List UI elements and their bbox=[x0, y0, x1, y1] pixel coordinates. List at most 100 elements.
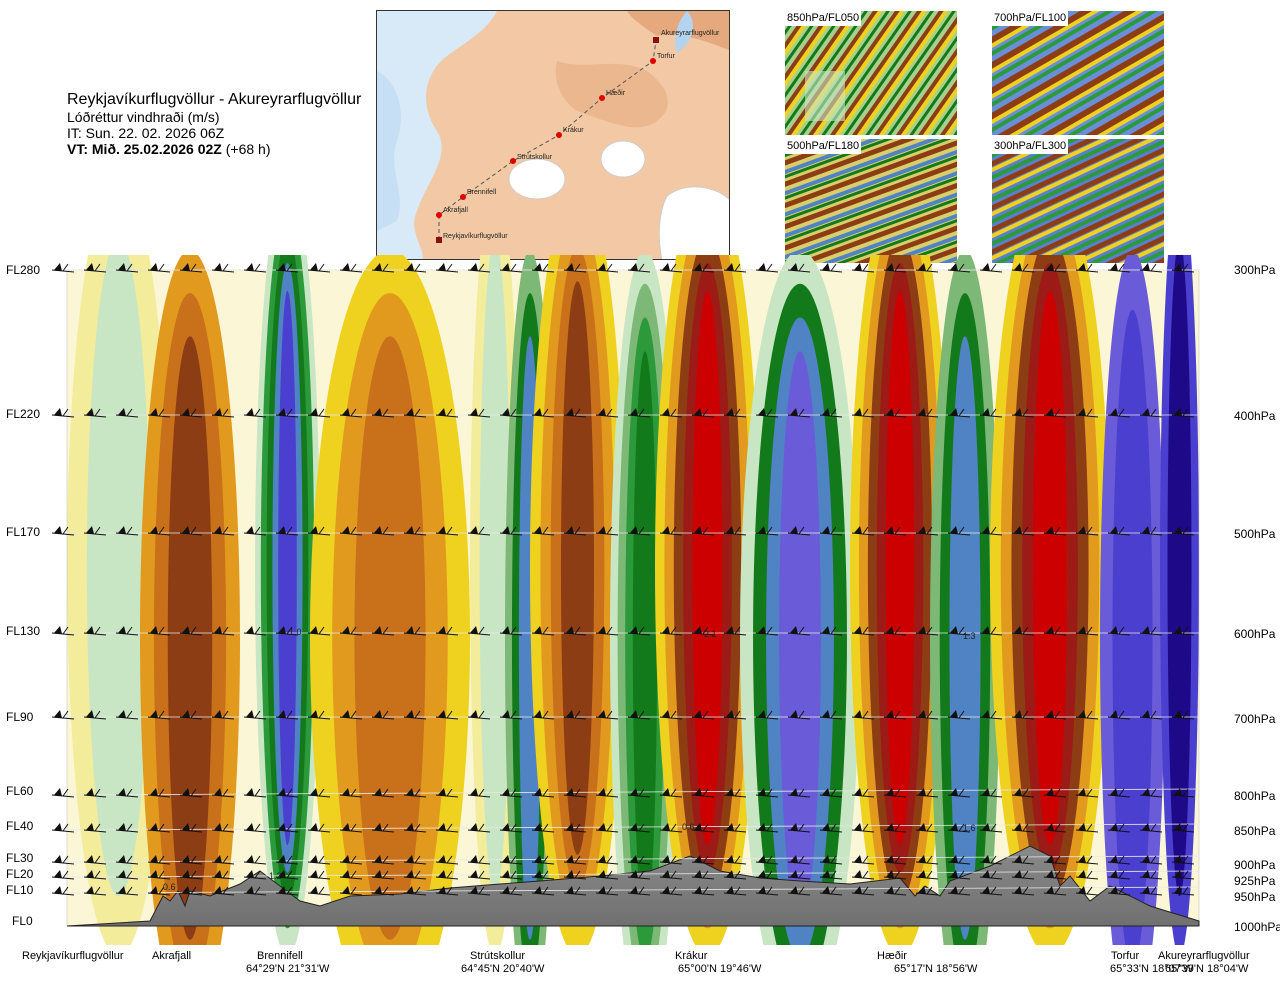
pressure-label: 300hPa bbox=[1234, 263, 1276, 277]
value-label: 2.1 bbox=[704, 629, 717, 639]
wind-barb bbox=[147, 526, 171, 536]
terrain-shape bbox=[66, 845, 1200, 927]
map-points bbox=[436, 37, 659, 243]
wind-barb bbox=[243, 263, 267, 273]
wind-barb bbox=[723, 526, 747, 536]
value-label: 1.3 bbox=[963, 631, 976, 641]
wind-barb bbox=[339, 870, 363, 880]
map-point-marker bbox=[650, 58, 656, 64]
wind-barb bbox=[1011, 855, 1035, 865]
wind-barb bbox=[51, 855, 75, 865]
wind-barb bbox=[1075, 823, 1099, 833]
wind-barb bbox=[1011, 626, 1035, 636]
pressure-label: 600hPa bbox=[1234, 627, 1276, 641]
wind-barb bbox=[83, 788, 107, 798]
value-label: 1.6 bbox=[963, 823, 976, 833]
wind-barb bbox=[83, 855, 107, 865]
wind-barb bbox=[531, 408, 555, 418]
wind-barb bbox=[307, 788, 331, 798]
wind-barb bbox=[147, 788, 171, 798]
station-label: Brennifell bbox=[257, 950, 303, 962]
wind-barb bbox=[435, 710, 459, 720]
station-label: Hæðir bbox=[877, 950, 907, 962]
wind-barb bbox=[531, 823, 555, 833]
wind-barb bbox=[83, 886, 107, 896]
wind-barb bbox=[51, 870, 75, 880]
wind-barb bbox=[691, 788, 715, 798]
wind-barb bbox=[339, 263, 363, 273]
wind-barb bbox=[467, 408, 491, 418]
station-label: Akureyrarflugvöllur bbox=[1158, 950, 1250, 962]
wind-barb bbox=[1139, 263, 1163, 273]
thumbnail-500hpa[interactable]: 500hPa/FL180 bbox=[785, 139, 957, 263]
wind-barb bbox=[851, 870, 875, 880]
wind-barb bbox=[339, 710, 363, 720]
wind-barb bbox=[1107, 263, 1131, 273]
wind-barb bbox=[499, 870, 523, 880]
wind-barb bbox=[435, 886, 459, 896]
fl-label: FL30 bbox=[6, 851, 34, 865]
wind-barb bbox=[51, 626, 75, 636]
wind-barb bbox=[371, 788, 395, 798]
wind-barb bbox=[819, 886, 843, 896]
wind-barb bbox=[979, 526, 1003, 536]
wind-barb bbox=[1075, 408, 1099, 418]
wind-barb bbox=[179, 626, 203, 636]
wind-barb bbox=[819, 870, 843, 880]
thumbnail-300hpa[interactable]: 300hPa/FL300 bbox=[992, 139, 1164, 263]
wind-barb bbox=[1011, 870, 1035, 880]
wind-barb bbox=[179, 788, 203, 798]
wind-barb bbox=[883, 626, 907, 636]
pressure-label: 800hPa bbox=[1234, 789, 1276, 803]
wind-barb bbox=[1107, 526, 1131, 536]
wind-barb bbox=[1171, 788, 1195, 798]
wind-barb bbox=[1011, 823, 1035, 833]
wind-barb bbox=[979, 626, 1003, 636]
wind-barb bbox=[1107, 823, 1131, 833]
fl-label: FL20 bbox=[6, 867, 34, 881]
station-coord: 65°33'N 18°07'W bbox=[1110, 963, 1194, 975]
thumbnail-700hpa[interactable]: 700hPa/FL100 bbox=[992, 11, 1164, 135]
station-coord: 64°45'N 20°40'W bbox=[461, 963, 545, 975]
wind-barb bbox=[1107, 788, 1131, 798]
wind-barb bbox=[947, 870, 971, 880]
wind-barb bbox=[499, 823, 523, 833]
wind-barb bbox=[275, 408, 299, 418]
wind-barb bbox=[627, 526, 651, 536]
wind-barb bbox=[691, 823, 715, 833]
wind-barb bbox=[115, 788, 139, 798]
pressure-label: 400hPa bbox=[1234, 409, 1276, 423]
wind-barb bbox=[243, 870, 267, 880]
station-coord: 65°39'N 18°04'W bbox=[1165, 963, 1249, 975]
wind-barb bbox=[435, 870, 459, 880]
wind-barb bbox=[1043, 626, 1067, 636]
wind-barb bbox=[147, 823, 171, 833]
wind-barb bbox=[147, 710, 171, 720]
thumbnail-700hpa-label: 700hPa/FL100 bbox=[992, 11, 1069, 26]
wind-barb bbox=[147, 263, 171, 273]
wind-barb bbox=[51, 886, 75, 896]
fl-label: FL40 bbox=[6, 819, 34, 833]
wind-barb bbox=[275, 886, 299, 896]
wind-barb bbox=[275, 626, 299, 636]
wind-barb bbox=[115, 526, 139, 536]
wind-barb bbox=[147, 886, 171, 896]
map-point-marker bbox=[599, 95, 605, 101]
wind-barb bbox=[1139, 886, 1163, 896]
wind-barb bbox=[307, 626, 331, 636]
wind-band bbox=[692, 290, 723, 846]
wind-barb bbox=[1043, 788, 1067, 798]
wind-barb bbox=[659, 263, 683, 273]
wind-barb bbox=[211, 870, 235, 880]
thumbnail-700hpa-image bbox=[992, 11, 1164, 135]
wind-barb bbox=[467, 823, 491, 833]
wind-barb bbox=[915, 823, 939, 833]
thumbnail-850hpa[interactable]: 850hPa/FL050 bbox=[785, 11, 957, 135]
wind-barb bbox=[147, 870, 171, 880]
wind-barb bbox=[915, 855, 939, 865]
thumbnail-500hpa-image bbox=[785, 139, 957, 263]
wind-band bbox=[779, 351, 821, 925]
wind-barb bbox=[179, 408, 203, 418]
wind-band bbox=[632, 351, 658, 925]
pressure-label: 1000hPa bbox=[1234, 920, 1280, 934]
